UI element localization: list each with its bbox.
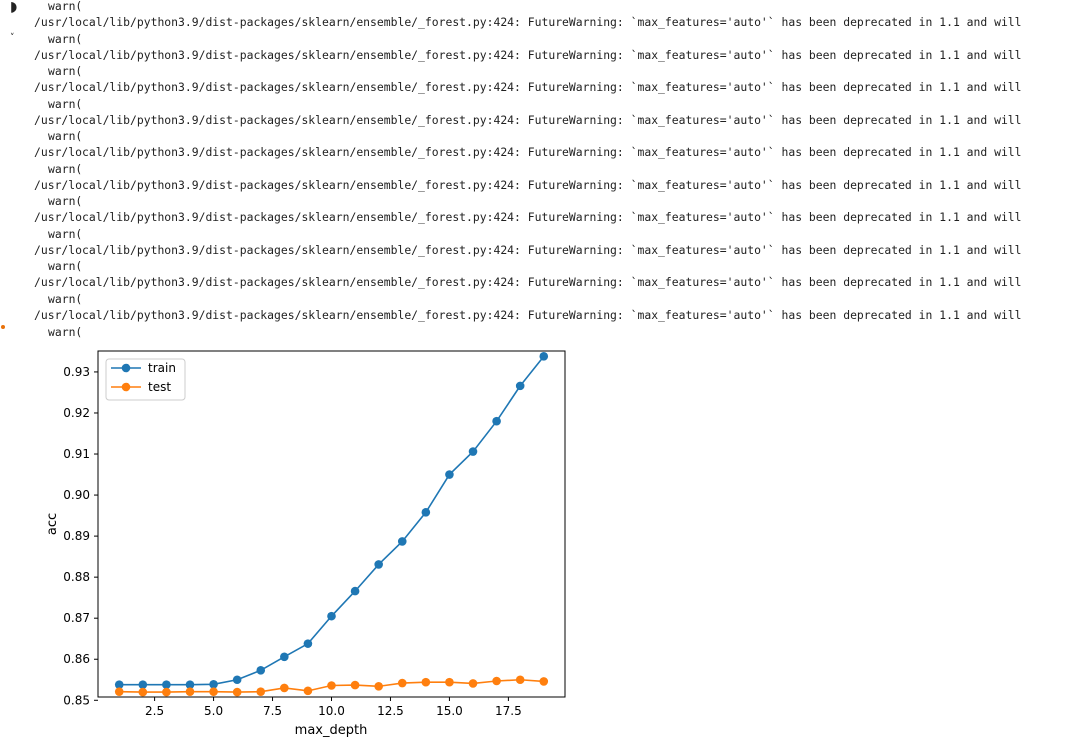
data-point-train [232,675,242,685]
future-warning-line: /usr/local/lib/python3.9/dist-packages/s… [34,275,1022,290]
data-point-train [397,537,407,546]
data-point-train [162,680,171,689]
data-point-train [185,680,195,689]
legend-marker-test [121,382,131,392]
y-tick-label: 0.92 [63,406,90,420]
future-warning-line: /usr/local/lib/python3.9/dist-packages/s… [34,80,1022,95]
warn-line: warn( [48,96,83,111]
x-tick-label: 5.0 [204,704,223,718]
data-point-train [468,447,478,456]
future-warning-line: /usr/local/lib/python3.9/dist-packages/s… [34,242,1022,257]
data-point-test [162,687,171,697]
data-point-test [256,687,266,696]
legend-marker-train [121,363,131,373]
x-axis-ticks: 2.5 5.0 7.5 10.0 12.5 15.0 17.5 [145,697,522,718]
x-axis-label: max_depth [295,723,368,738]
data-point-train [256,666,266,675]
y-tick-label: 0.88 [63,570,90,584]
data-point-train [492,416,501,426]
warn-line: warn( [48,291,83,306]
data-point-test [114,687,124,696]
run-indicator-icon[interactable]: ◗ [10,0,18,15]
data-point-test [232,687,242,697]
data-point-train [374,560,383,569]
data-point-train [327,611,336,621]
plot-area-frame [97,350,566,698]
cell-gutter: ◗ ˅ [0,0,30,752]
data-point-test [303,686,313,696]
warn-line: warn( [48,129,83,144]
collapse-arrow-icon[interactable]: ˅ [10,33,15,43]
orange-dot-icon [1,325,5,329]
warn-line: warn( [48,31,83,46]
legend-label-train: train [148,361,176,375]
future-warning-line: /usr/local/lib/python3.9/dist-packages/s… [34,47,1022,62]
data-point-train [350,586,360,596]
data-point-train [421,508,431,517]
future-warning-line: /usr/local/lib/python3.9/dist-packages/s… [34,210,1022,225]
y-tick-label: 0.91 [63,447,90,461]
y-tick-label: 0.90 [63,488,90,502]
y-axis-label: acc [45,513,60,535]
warn-line: warn( [48,64,83,79]
x-tick-label: 7.5 [263,704,282,718]
legend-label-test: test [148,380,171,394]
y-axis-ticks: 0.85 0.86 0.87 0.88 0.89 0.90 0.91 0.92 0.93 [63,365,98,707]
data-point-test [138,687,148,697]
warn-line: warn( [48,0,83,13]
data-point-test [327,681,336,690]
data-point-train [209,679,218,689]
y-tick-label: 0.85 [63,693,90,707]
x-tick-label: 2.5 [145,704,164,718]
data-point-test [209,687,218,696]
data-point-test [445,677,454,687]
data-point-test [350,680,360,690]
data-point-test [539,677,549,686]
chart-series [114,352,549,697]
data-point-train [515,381,525,391]
data-point-test [468,679,478,688]
data-point-train [280,652,289,662]
data-point-test [185,687,195,696]
data-point-test [397,678,407,688]
accuracy-chart: 2.5 5.0 7.5 10.0 12.5 15.0 17.5 0.850.860.870.… [45,350,566,738]
data-point-test [374,682,383,691]
future-warning-line: /usr/local/lib/python3.9/dist-packages/s… [34,307,1022,322]
warn-line: warn( [48,226,83,241]
data-point-train [114,680,124,689]
future-warning-line: /usr/local/lib/python3.9/dist-packages/s… [34,145,1022,160]
y-tick-label: 0.89 [63,529,90,543]
future-warning-line: /usr/local/lib/python3.9/dist-packages/s… [34,177,1022,192]
warn-line: warn( [48,259,83,274]
data-point-test [492,676,501,686]
data-point-train [445,470,454,479]
data-point-test [280,683,289,693]
future-warning-line: /usr/local/lib/python3.9/dist-packages/s… [34,15,1022,29]
x-tick-label: 12.5 [377,704,404,718]
x-tick-label: 15.0 [436,704,463,718]
y-tick-label: 0.87 [63,611,90,625]
data-point-train [138,680,148,689]
data-point-test [515,675,525,685]
warn-line: warn( [48,324,83,339]
x-tick-label: 10.0 [318,704,345,718]
data-point-train [539,352,549,361]
y-tick-label: 0.93 [63,365,90,379]
warn-line: warn( [48,161,83,176]
chart-legend: train test [105,358,186,401]
data-point-train [303,639,313,648]
y-tick-label: 0.86 [63,652,90,666]
warn-line: warn( [48,194,83,209]
x-tick-label: 17.5 [495,704,522,718]
data-point-test [421,677,431,687]
future-warning-line: /usr/local/lib/python3.9/dist-packages/s… [34,112,1022,127]
